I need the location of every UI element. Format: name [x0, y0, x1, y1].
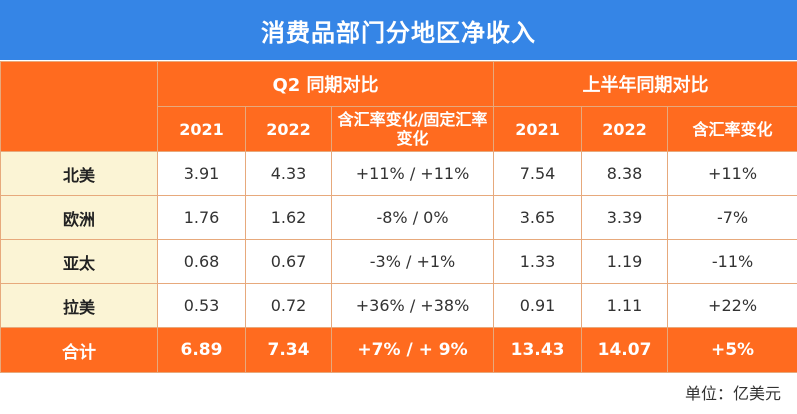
q2-change-cell: +36% / +38%	[330, 283, 495, 328]
region-label: 北美	[0, 151, 158, 196]
table-row: 欧洲 1.76 1.62 -8% / 0% 3.65 3.39 -7%	[0, 195, 797, 240]
unit-note: 单位：亿美元	[684, 384, 781, 403]
table-title: 消费品部门分地区净收入	[0, 0, 797, 60]
total-h1-2022: 14.07	[581, 327, 669, 373]
h1-2021-cell: 0.91	[493, 283, 583, 328]
col-header-q2-2021: 2021	[157, 106, 246, 152]
total-q2-change: +7% / + 9%	[330, 327, 495, 373]
corner-cell	[0, 61, 158, 152]
col-header-h1-2021: 2021	[493, 106, 583, 152]
region-label: 欧洲	[0, 195, 158, 240]
sub-header-row: 2021 2022 含汇率变化/固定汇率变化 2021 2022 含汇率变化	[1, 106, 797, 152]
h1-2021-cell: 7.54	[493, 151, 583, 196]
h1-2022-cell: 1.19	[581, 239, 669, 284]
total-q2-2021: 6.89	[157, 327, 246, 373]
region-label: 拉美	[0, 283, 158, 328]
h1-2022-cell: 3.39	[581, 195, 669, 240]
group-header-row: Q2 同期对比 上半年同期对比	[0, 61, 797, 152]
col-header-h1-change: 含汇率变化	[667, 106, 797, 152]
col-header-q2-2022: 2022	[245, 106, 332, 152]
h1-change-cell: -7%	[667, 195, 797, 240]
q2-2021-cell: 0.53	[157, 283, 246, 328]
h1-change-cell: +11%	[667, 151, 797, 196]
total-q2-2022: 7.34	[245, 327, 332, 373]
q2-2021-cell: 0.68	[157, 239, 246, 284]
col-header-q2-change: 含汇率变化/固定汇率变化	[330, 106, 495, 152]
table-row: 北美 3.91 4.33 +11% / +11% 7.54 8.38 +11%	[0, 151, 797, 196]
revenue-table: Q2 同期对比 上半年同期对比 2021 2022 含汇率变化/固定汇率变化 2…	[0, 61, 797, 373]
h1-2021-cell: 1.33	[493, 239, 583, 284]
h1-change-cell: +22%	[667, 283, 797, 328]
h1-2022-cell: 1.11	[581, 283, 669, 328]
q2-2022-cell: 0.67	[245, 239, 332, 284]
q2-change-cell: -8% / 0%	[330, 195, 495, 240]
h1-change-cell: -11%	[667, 239, 797, 284]
region-label: 亚太	[0, 239, 158, 284]
q2-2021-cell: 3.91	[157, 151, 246, 196]
q2-change-cell: -3% / +1%	[330, 239, 495, 284]
h1-2022-cell: 8.38	[581, 151, 669, 196]
table-row: 拉美 0.53 0.72 +36% / +38% 0.91 1.11 +22%	[0, 283, 797, 328]
total-label: 合计	[0, 327, 158, 373]
q2-2022-cell: 1.62	[245, 195, 332, 240]
q2-2022-cell: 4.33	[245, 151, 332, 196]
h1-2021-cell: 3.65	[493, 195, 583, 240]
total-h1-change: +5%	[667, 327, 797, 373]
col-header-h1-2022: 2022	[581, 106, 669, 152]
q2-change-cell: +11% / +11%	[330, 151, 495, 196]
group-header-q2: Q2 同期对比	[156, 61, 495, 107]
q2-2021-cell: 1.76	[157, 195, 246, 240]
group-header-h1: 上半年同期对比	[493, 61, 797, 107]
total-row: 合计 6.89 7.34 +7% / + 9% 13.43 14.07 +5%	[0, 327, 797, 373]
total-h1-2021: 13.43	[493, 327, 583, 373]
table-row: 亚太 0.68 0.67 -3% / +1% 1.33 1.19 -11%	[0, 239, 797, 284]
q2-2022-cell: 0.72	[245, 283, 332, 328]
